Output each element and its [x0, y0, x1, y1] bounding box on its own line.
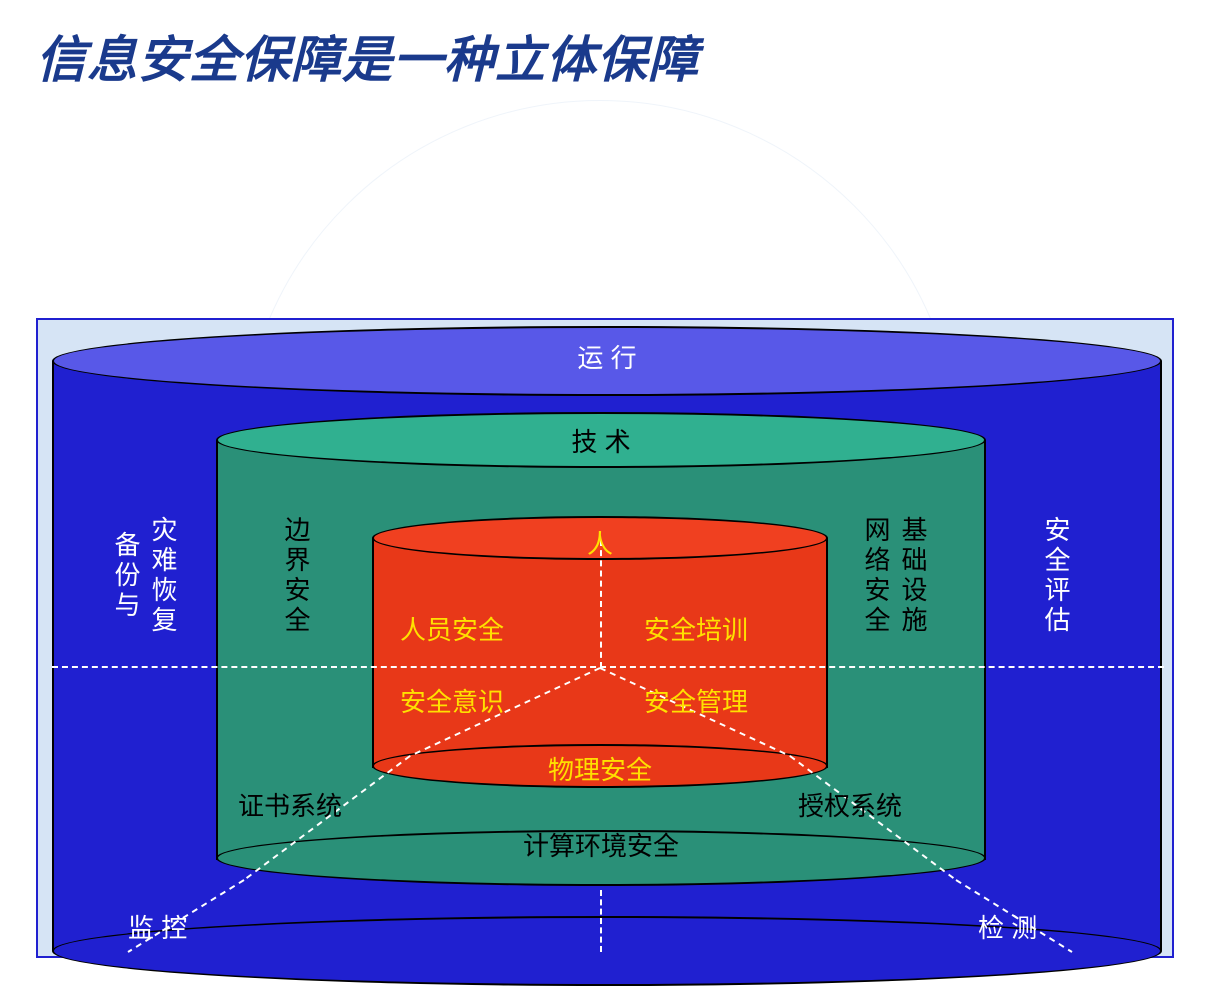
- outer-top-label: 运 行: [38, 338, 1176, 375]
- diagram-container: 运 行 备份与 灾难恢复 安全评估 监 控 检 测 技 术 边界安全 网络安全 …: [36, 318, 1174, 958]
- middle-right-col1: 网络安全: [858, 516, 895, 636]
- dashed-horizontal: [52, 666, 1164, 668]
- middle-right-col2: 基础设施: [895, 516, 932, 636]
- middle-bottom-right-label: 授权系统: [798, 786, 902, 823]
- middle-top-label: 技 术: [216, 422, 986, 459]
- inner-q4-label: 安全管理: [644, 682, 748, 719]
- outer-left-col1: 灾难恢复: [145, 516, 182, 636]
- outer-left-labels: 备份与 灾难恢复: [108, 516, 367, 636]
- page-title: 信息安全保障是一种立体保障: [36, 20, 699, 92]
- outer-bottom-left-label: 监 控: [128, 908, 187, 945]
- inner-q1-label: 人员安全: [400, 610, 504, 647]
- middle-right-labels: 网络安全 基础设施: [858, 516, 1154, 636]
- outer-bottom-right-label: 检 测: [978, 908, 1037, 945]
- outer-left-col2: 备份与: [108, 516, 145, 636]
- inner-q2-label: 安全培训: [644, 610, 748, 647]
- inner-q3-label: 安全意识: [400, 682, 504, 719]
- middle-bottom-center-label: 计算环境安全: [216, 826, 986, 863]
- middle-bottom-left-label: 证书系统: [238, 786, 342, 823]
- middle-bottom-front-label: 物理安全: [372, 750, 828, 787]
- inner-top-label: 人: [372, 524, 828, 561]
- dashed-vertical-lower: [600, 890, 602, 952]
- middle-left-label: 边界安全: [278, 516, 315, 636]
